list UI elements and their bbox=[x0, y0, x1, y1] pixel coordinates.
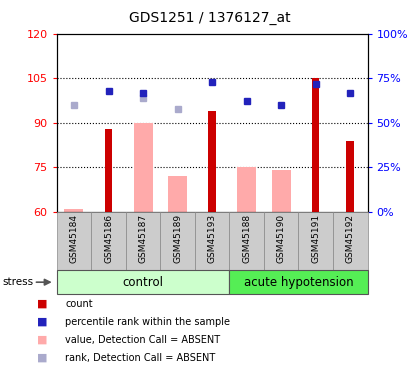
Bar bbox=[237, 167, 256, 212]
Bar bbox=[126, 212, 160, 270]
Bar bbox=[57, 212, 91, 270]
Bar bbox=[312, 78, 320, 212]
Text: ■: ■ bbox=[37, 299, 47, 309]
Text: GSM45188: GSM45188 bbox=[242, 214, 251, 263]
Text: count: count bbox=[65, 299, 93, 309]
Text: ■: ■ bbox=[37, 353, 47, 363]
Bar bbox=[105, 129, 112, 212]
Bar bbox=[346, 141, 354, 212]
Text: GSM45186: GSM45186 bbox=[104, 214, 113, 263]
Bar bbox=[333, 212, 368, 270]
Bar bbox=[299, 212, 333, 270]
Text: GSM45191: GSM45191 bbox=[311, 214, 320, 263]
Bar bbox=[195, 212, 229, 270]
Bar bbox=[57, 270, 229, 294]
Bar bbox=[160, 212, 195, 270]
Bar bbox=[91, 212, 126, 270]
Text: percentile rank within the sample: percentile rank within the sample bbox=[65, 317, 230, 327]
Bar bbox=[65, 209, 84, 212]
Bar bbox=[208, 111, 216, 212]
Text: ■: ■ bbox=[37, 335, 47, 345]
Bar bbox=[229, 270, 368, 294]
Text: GSM45193: GSM45193 bbox=[207, 214, 217, 263]
Text: GSM45184: GSM45184 bbox=[69, 214, 79, 262]
Text: stress: stress bbox=[2, 277, 33, 287]
Text: value, Detection Call = ABSENT: value, Detection Call = ABSENT bbox=[65, 335, 220, 345]
Bar bbox=[168, 176, 187, 212]
Text: acute hypotension: acute hypotension bbox=[244, 276, 353, 289]
Bar bbox=[272, 170, 291, 212]
Text: ■: ■ bbox=[37, 317, 47, 327]
Text: control: control bbox=[123, 276, 163, 289]
Text: rank, Detection Call = ABSENT: rank, Detection Call = ABSENT bbox=[65, 353, 215, 363]
Bar bbox=[264, 212, 299, 270]
Bar bbox=[134, 123, 152, 212]
Text: GSM45189: GSM45189 bbox=[173, 214, 182, 263]
Text: GDS1251 / 1376127_at: GDS1251 / 1376127_at bbox=[129, 11, 291, 25]
Text: GSM45187: GSM45187 bbox=[139, 214, 147, 263]
Text: GSM45190: GSM45190 bbox=[277, 214, 286, 263]
Text: GSM45192: GSM45192 bbox=[346, 214, 355, 262]
Bar bbox=[229, 212, 264, 270]
